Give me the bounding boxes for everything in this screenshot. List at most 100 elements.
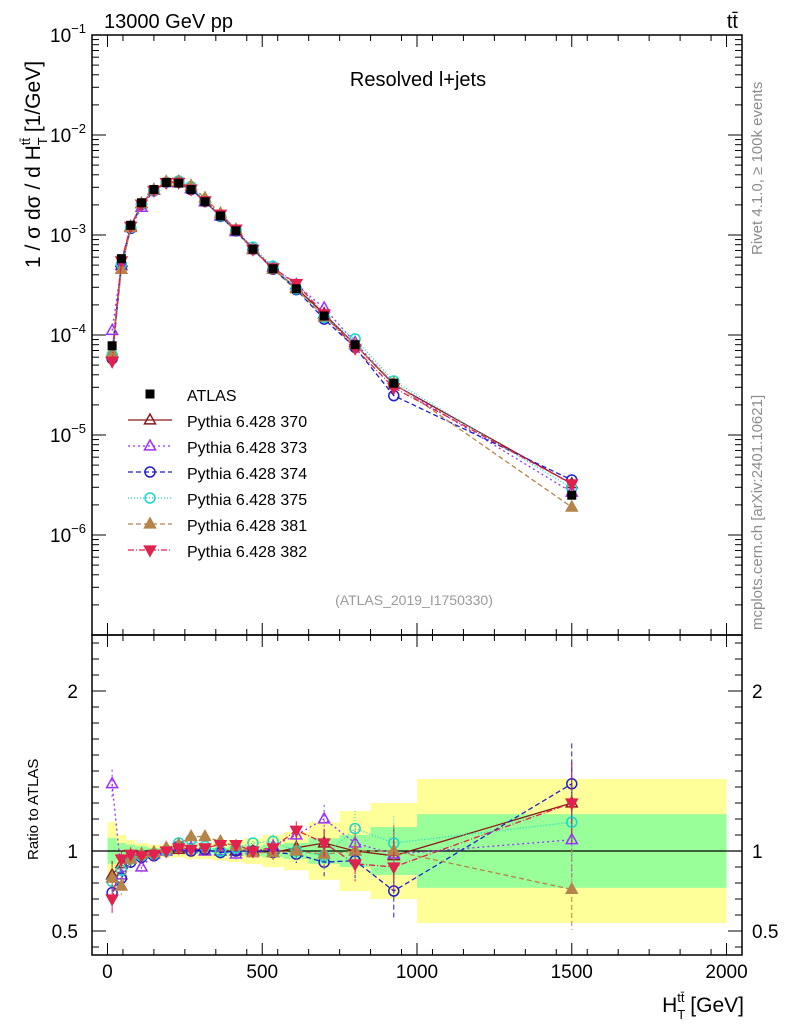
legend-marker-0	[143, 412, 157, 425]
reference-point	[107, 341, 117, 351]
ratio-data-layer	[105, 743, 579, 930]
reference-point	[567, 490, 577, 500]
process-label: tt̄	[727, 11, 739, 33]
ratio-line-2	[111, 783, 573, 893]
ratio-point	[564, 881, 579, 894]
y-tick-label: 10−3	[50, 221, 86, 247]
legend-label-4: Pythia 6.428 381	[187, 518, 307, 535]
legend-label-reference: ATLAS	[187, 388, 237, 405]
ratio-point	[348, 859, 362, 872]
ratio-point	[387, 862, 401, 875]
reference-point	[215, 211, 225, 221]
energy-label: 13000 GeV pp	[104, 11, 233, 33]
ratio-point	[229, 840, 243, 853]
ratio-point	[123, 849, 138, 862]
ratio-point	[184, 829, 198, 842]
ratio-y-axis-label: Ratio to ATLAS	[25, 759, 42, 860]
series-point	[564, 499, 579, 512]
series-line-4	[111, 180, 573, 508]
y-tick-label: 10−4	[50, 321, 86, 347]
ratio-point	[184, 844, 198, 857]
legend: ATLAS Pythia 6.428 370 Pythia 6.428 373 Pyt…	[128, 388, 307, 561]
y-axis-label: 1 / σ dσ / d HTtt̄ [1/GeV]	[18, 61, 50, 268]
reference-point	[149, 185, 159, 195]
ratio-point	[114, 854, 129, 867]
reference-point	[186, 185, 196, 195]
reference-point	[174, 178, 184, 188]
ratio-point	[114, 878, 129, 891]
ratio-point	[317, 838, 331, 851]
ratio-point	[213, 843, 228, 856]
ratio-point	[564, 798, 579, 811]
series-line-5	[111, 181, 573, 485]
ratio-point	[134, 851, 149, 864]
x-axis-label: HTtt̄ [GeV]	[662, 990, 744, 1022]
reference-point	[319, 311, 329, 321]
reference-point	[137, 198, 147, 208]
reference-point	[200, 197, 210, 207]
ratio-point	[266, 843, 280, 856]
ratio-point	[246, 846, 260, 859]
ratio-tick-label: 2	[67, 682, 78, 703]
reference-point	[389, 378, 399, 388]
chart-title: Resolved l+jets	[350, 69, 486, 91]
x-tick-label: 1500	[551, 962, 593, 983]
ratio-point	[198, 829, 212, 842]
series-line-1	[111, 181, 573, 493]
y-tick-label: 10−5	[50, 421, 86, 447]
ratio-point	[159, 846, 174, 859]
x-tick-label: 1000	[396, 962, 438, 983]
ratio-point	[566, 816, 578, 828]
x-tick-label: 0	[102, 962, 113, 983]
mcplots-label: mcplots.cern.ch [arXiv:2401.10621]	[749, 395, 766, 630]
main-data-layer	[105, 173, 579, 512]
reference-point	[126, 220, 136, 230]
y-tick-label: 10−2	[50, 121, 86, 147]
reference-point	[161, 177, 171, 187]
series-point	[105, 356, 119, 369]
ratio-tick-label: 0.5	[52, 922, 78, 943]
ratio-point	[105, 870, 119, 883]
legend-marker-4	[143, 516, 157, 529]
ratio-point	[213, 840, 228, 853]
ratio-point	[134, 859, 149, 872]
ratio-point	[105, 894, 119, 907]
ratio-point	[289, 843, 304, 856]
reference-point	[268, 264, 278, 274]
legend-label-0: Pythia 6.428 370	[187, 414, 307, 431]
ratio-point	[198, 843, 212, 856]
ratio-tick-label: 1	[67, 842, 78, 863]
ratio-tick-label-right: 2	[752, 682, 763, 703]
y-tick-label: 10−1	[50, 21, 86, 47]
ratio-point	[171, 843, 186, 856]
ratio-point	[289, 825, 304, 838]
axes: 0 500 1000 1500 2000 10−6 10−5 10−4 10−3 10−2 10−1…	[50, 21, 778, 983]
reference-point	[248, 244, 258, 254]
ratio-point	[289, 827, 304, 840]
series-point	[564, 479, 579, 492]
legend-label-3: Pythia 6.428 375	[187, 492, 307, 509]
ratio-tick-label-right: 0.5	[752, 922, 778, 943]
reference-point	[291, 284, 301, 294]
legend-marker-reference	[145, 389, 155, 399]
ratio-tick-label-right: 1	[752, 842, 763, 863]
x-tick-label: 500	[246, 962, 278, 983]
legend-marker-3	[144, 492, 156, 504]
ratio-point	[229, 846, 243, 859]
rivet-label: Rivet 4.1.0, ≥ 100k events	[749, 82, 766, 255]
legend-label-5: Pythia 6.428 382	[187, 544, 307, 561]
ratio-point	[147, 849, 161, 862]
legend-label-1: Pythia 6.428 373	[187, 440, 307, 457]
ratio-point	[317, 811, 331, 824]
reference-point	[116, 254, 126, 264]
reference-point	[350, 340, 360, 350]
legend-marker-5	[143, 545, 157, 558]
reference-point	[231, 226, 241, 236]
ratio-point	[105, 776, 119, 789]
y-tick-label: 10−6	[50, 521, 86, 547]
x-tick-label: 2000	[705, 962, 747, 983]
legend-marker-1	[143, 438, 157, 451]
legend-label-2: Pythia 6.428 374	[187, 466, 307, 483]
ratio-point	[564, 832, 579, 845]
